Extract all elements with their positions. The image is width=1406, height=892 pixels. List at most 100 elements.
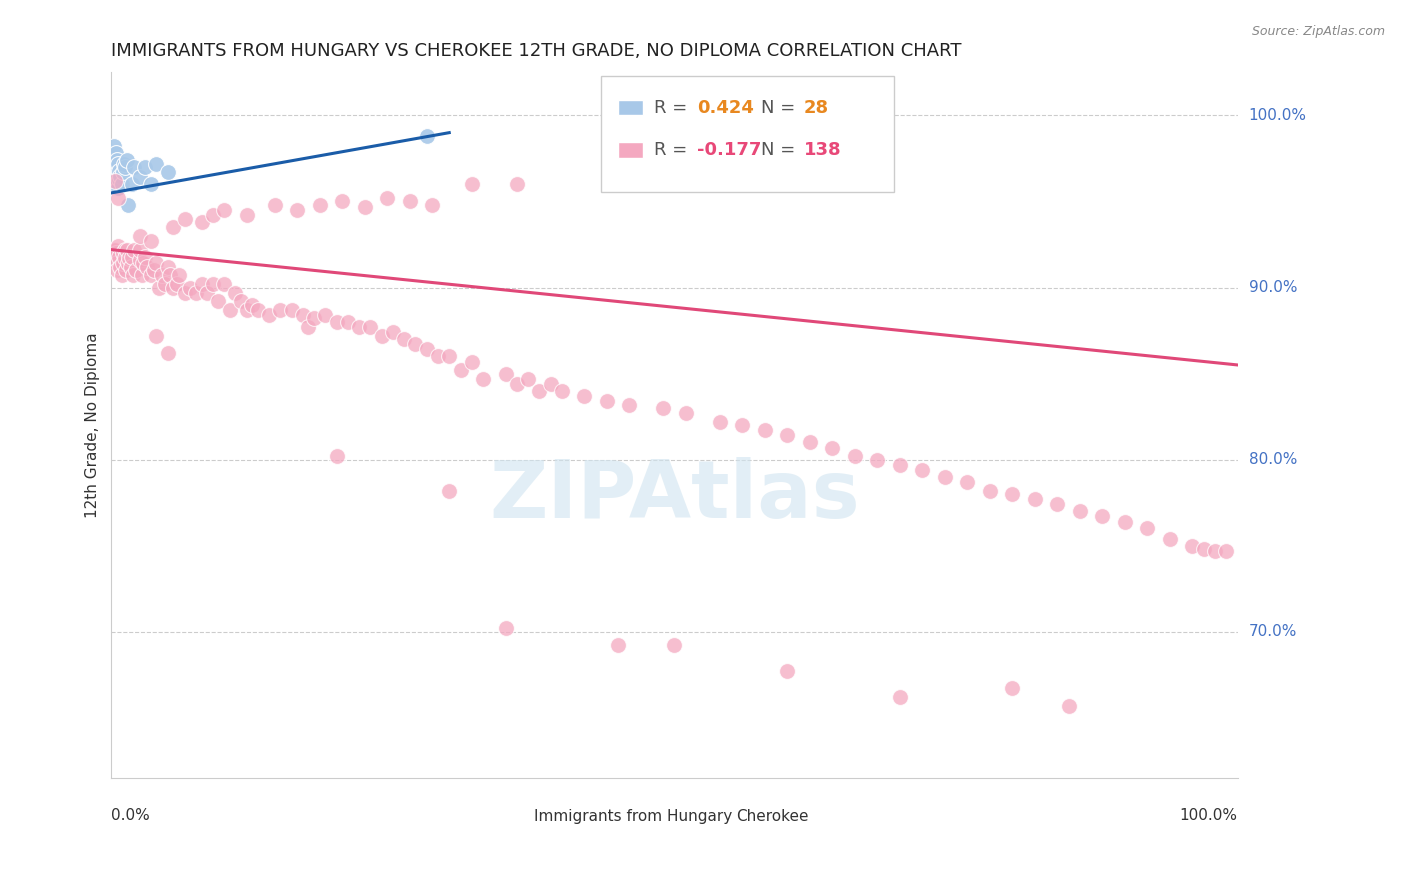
Text: 100.0%: 100.0% (1249, 108, 1306, 123)
Point (529, 384, 551, 398)
Point (110, 178, 132, 192)
Text: 0.424: 0.424 (697, 99, 754, 117)
Point (162, 280, 184, 294)
Point (1001, 487, 1024, 501)
Point (115, 243, 138, 257)
Point (240, 298, 263, 312)
FancyBboxPatch shape (703, 809, 727, 824)
Point (235, 208, 257, 222)
Point (179, 280, 201, 294)
Point (370, 328, 392, 343)
Point (162, 220, 184, 235)
Point (134, 160, 156, 174)
Point (381, 325, 404, 339)
Point (776, 665, 799, 679)
Point (108, 163, 131, 178)
Point (551, 384, 574, 398)
Point (799, 435, 821, 450)
Point (139, 234, 162, 248)
Point (257, 308, 280, 322)
Point (117, 198, 139, 212)
Text: IMMIGRANTS FROM HUNGARY VS CHEROKEE 12TH GRADE, NO DIPLOMA CORRELATION CHART: IMMIGRANTS FROM HUNGARY VS CHEROKEE 12TH… (111, 42, 962, 60)
Point (114, 252, 136, 266)
Point (111, 246, 134, 260)
Point (291, 308, 314, 322)
Text: 100.0%: 100.0% (1180, 808, 1237, 823)
Point (131, 268, 153, 283)
Point (461, 354, 484, 368)
Text: N =: N = (761, 141, 801, 159)
Point (596, 394, 619, 409)
Point (574, 389, 596, 403)
Point (934, 470, 956, 484)
Point (105, 153, 128, 168)
Point (101, 146, 124, 161)
Point (190, 277, 212, 291)
Point (110, 260, 132, 274)
Point (150, 268, 173, 283)
Point (107, 239, 129, 253)
Point (132, 256, 155, 270)
Point (235, 302, 257, 317)
Text: N =: N = (761, 99, 801, 117)
Point (1057, 698, 1080, 713)
Point (104, 156, 127, 170)
Point (139, 178, 162, 192)
Point (121, 250, 143, 264)
Point (111, 256, 134, 270)
Point (427, 349, 450, 363)
Point (1114, 515, 1136, 529)
Point (1046, 497, 1069, 511)
Point (190, 215, 212, 229)
Point (110, 268, 132, 283)
Point (121, 268, 143, 283)
Point (212, 203, 235, 218)
Point (269, 302, 291, 317)
Point (139, 268, 162, 283)
Point (114, 160, 136, 174)
Text: ZIPAtlas: ZIPAtlas (489, 457, 860, 534)
Point (173, 285, 195, 300)
Point (731, 418, 754, 433)
Text: Source: ZipAtlas.com: Source: ZipAtlas.com (1251, 25, 1385, 38)
Text: 90.0%: 90.0% (1249, 280, 1298, 295)
Point (224, 285, 246, 300)
Text: Cherokee: Cherokee (737, 809, 808, 824)
FancyBboxPatch shape (602, 76, 894, 193)
Point (105, 263, 128, 277)
Point (128, 243, 150, 257)
Point (105, 256, 128, 270)
Point (156, 260, 179, 274)
Point (117, 256, 139, 270)
Point (156, 165, 179, 179)
Point (956, 475, 979, 489)
Point (107, 191, 129, 205)
Point (118, 252, 141, 266)
Point (145, 256, 167, 270)
Point (229, 294, 252, 309)
Point (1181, 539, 1204, 553)
Point (122, 160, 145, 174)
Point (398, 194, 420, 209)
Point (111, 165, 134, 179)
Point (375, 191, 398, 205)
Point (156, 346, 179, 360)
Point (145, 328, 167, 343)
Text: -0.177: -0.177 (697, 141, 762, 159)
Point (167, 268, 190, 283)
Point (517, 372, 540, 386)
Point (416, 343, 439, 357)
Point (325, 449, 347, 463)
Point (1069, 504, 1091, 518)
Point (911, 463, 934, 477)
Y-axis label: 12th Grade, No Diploma: 12th Grade, No Diploma (86, 333, 100, 518)
Point (128, 252, 150, 267)
Point (105, 178, 128, 192)
Point (110, 169, 132, 183)
Point (675, 406, 697, 420)
Point (155, 277, 177, 291)
Point (114, 243, 136, 257)
Point (104, 146, 127, 161)
Point (195, 285, 218, 300)
Point (120, 260, 142, 274)
